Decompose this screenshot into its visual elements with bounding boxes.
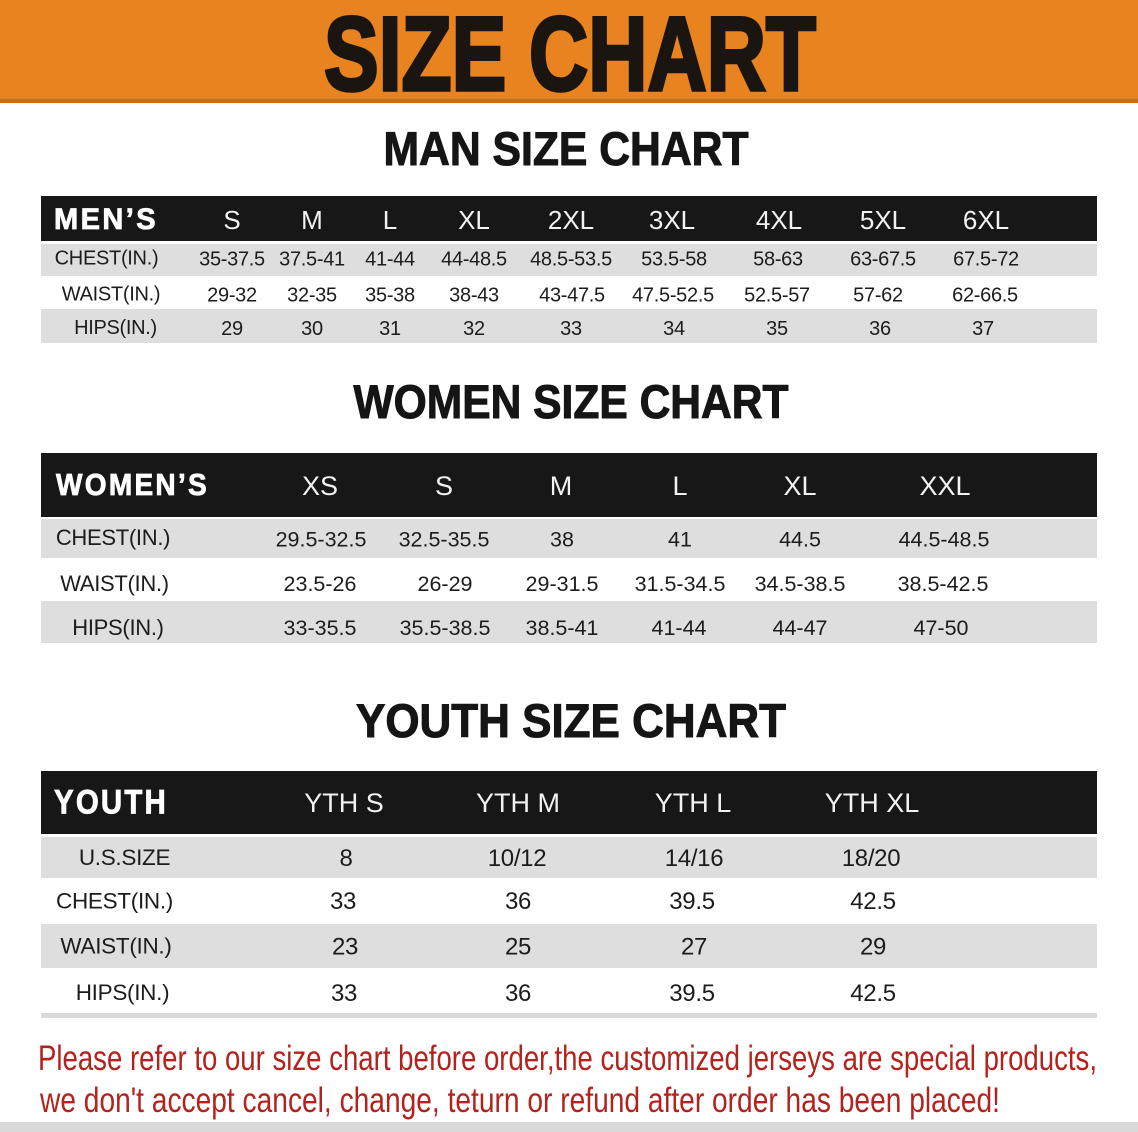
svg-text:Please refer to our size chart: Please refer to our size chart before or… <box>38 1039 1097 1078</box>
svg-text:33-35.5: 33-35.5 <box>284 616 357 640</box>
svg-text:WAIST(IN.): WAIST(IN.) <box>62 284 160 306</box>
svg-text:36: 36 <box>869 318 891 340</box>
svg-text:44-47: 44-47 <box>773 616 828 640</box>
svg-text:30: 30 <box>301 318 323 340</box>
svg-text:41-44: 41-44 <box>365 249 415 271</box>
svg-text:35: 35 <box>766 318 788 340</box>
svg-text:62-66.5: 62-66.5 <box>952 285 1018 307</box>
svg-text:23.5-26: 23.5-26 <box>284 572 357 596</box>
svg-text:L: L <box>383 205 397 235</box>
svg-text:33: 33 <box>331 980 357 1007</box>
svg-text:48.5-53.5: 48.5-53.5 <box>530 249 612 271</box>
svg-text:6XL: 6XL <box>963 205 1009 235</box>
svg-text:32: 32 <box>463 318 485 340</box>
svg-text:34: 34 <box>663 318 685 340</box>
svg-text:M: M <box>301 205 323 235</box>
svg-text:CHEST(IN.): CHEST(IN.) <box>56 525 170 550</box>
svg-text:YTH XL: YTH XL <box>825 788 920 818</box>
svg-text:47.5-52.5: 47.5-52.5 <box>632 285 714 307</box>
svg-text:HIPS(IN.): HIPS(IN.) <box>76 980 170 1005</box>
svg-text:SIZE CHART: SIZE CHART <box>324 0 816 113</box>
svg-text:39.5: 39.5 <box>669 888 715 915</box>
svg-text:WOMEN SIZE CHART: WOMEN SIZE CHART <box>354 375 789 428</box>
svg-text:34.5-38.5: 34.5-38.5 <box>755 572 846 596</box>
svg-text:29-32: 29-32 <box>207 285 257 307</box>
svg-text:25: 25 <box>505 934 531 961</box>
svg-text:41-44: 41-44 <box>652 616 707 640</box>
svg-text:MAN SIZE CHART: MAN SIZE CHART <box>384 122 749 175</box>
svg-text:39.5: 39.5 <box>669 980 715 1007</box>
svg-text:38-43: 38-43 <box>449 285 499 307</box>
svg-text:31: 31 <box>379 318 401 340</box>
svg-text:53.5-58: 53.5-58 <box>641 249 707 271</box>
svg-text:29: 29 <box>860 934 886 961</box>
svg-text:63-67.5: 63-67.5 <box>850 249 916 271</box>
svg-text:29: 29 <box>221 318 243 340</box>
svg-text:57-62: 57-62 <box>853 285 903 307</box>
svg-text:WAIST(IN.): WAIST(IN.) <box>60 934 171 959</box>
svg-text:5XL: 5XL <box>860 205 906 235</box>
svg-text:35.5-38.5: 35.5-38.5 <box>400 616 491 640</box>
svg-text:S: S <box>435 471 453 501</box>
svg-text:43-47.5: 43-47.5 <box>539 285 605 307</box>
svg-text:U.S.SIZE: U.S.SIZE <box>79 845 171 870</box>
svg-text:XL: XL <box>783 471 816 501</box>
svg-text:36: 36 <box>505 888 531 915</box>
svg-text:YTH S: YTH S <box>304 788 384 818</box>
svg-text:HIPS(IN.): HIPS(IN.) <box>72 615 163 640</box>
svg-text:42.5: 42.5 <box>850 888 896 915</box>
svg-text:CHEST(IN.): CHEST(IN.) <box>55 248 159 270</box>
svg-text:HIPS(IN.): HIPS(IN.) <box>74 317 157 339</box>
svg-text:37.5-41: 37.5-41 <box>279 249 345 271</box>
svg-text:4XL: 4XL <box>756 205 802 235</box>
svg-text:YOUTH SIZE CHART: YOUTH SIZE CHART <box>356 694 786 747</box>
svg-text:44.5-48.5: 44.5-48.5 <box>899 528 990 552</box>
svg-text:42.5: 42.5 <box>850 980 896 1007</box>
svg-text:3XL: 3XL <box>649 205 695 235</box>
svg-text:MEN’S: MEN’S <box>54 203 158 236</box>
svg-text:18/20: 18/20 <box>842 845 901 872</box>
svg-text:we don't accept cancel, change: we don't accept cancel, change, teturn o… <box>39 1081 1000 1120</box>
svg-text:CHEST(IN.): CHEST(IN.) <box>56 889 173 914</box>
svg-text:XS: XS <box>302 471 338 501</box>
svg-text:XL: XL <box>458 205 490 235</box>
svg-text:31.5-34.5: 31.5-34.5 <box>635 572 726 596</box>
svg-text:WAIST(IN.): WAIST(IN.) <box>60 571 169 596</box>
svg-text:26-29: 26-29 <box>418 572 473 596</box>
svg-text:44-48.5: 44-48.5 <box>441 249 507 271</box>
svg-text:47-50: 47-50 <box>914 616 969 640</box>
svg-text:58-63: 58-63 <box>753 249 803 271</box>
svg-text:36: 36 <box>505 980 531 1007</box>
svg-text:67.5-72: 67.5-72 <box>953 249 1019 271</box>
svg-text:38: 38 <box>550 528 574 552</box>
svg-text:L: L <box>672 471 687 501</box>
svg-text:33: 33 <box>330 888 356 915</box>
svg-text:YTH M: YTH M <box>476 788 560 818</box>
svg-text:38.5-42.5: 38.5-42.5 <box>898 572 989 596</box>
svg-text:33: 33 <box>560 318 582 340</box>
svg-text:XXL: XXL <box>919 471 970 501</box>
svg-text:52.5-57: 52.5-57 <box>744 285 810 307</box>
svg-text:44.5: 44.5 <box>779 528 821 552</box>
svg-text:32-35: 32-35 <box>287 285 337 307</box>
svg-text:35-38: 35-38 <box>365 285 415 307</box>
svg-text:YTH L: YTH L <box>655 788 732 818</box>
svg-text:S: S <box>223 205 240 235</box>
svg-text:32.5-35.5: 32.5-35.5 <box>399 528 490 552</box>
svg-text:23: 23 <box>332 934 358 961</box>
svg-text:M: M <box>550 471 573 501</box>
svg-text:37: 37 <box>972 318 994 340</box>
svg-text:29-31.5: 29-31.5 <box>526 572 599 596</box>
svg-text:29.5-32.5: 29.5-32.5 <box>276 528 367 552</box>
svg-text:41: 41 <box>668 528 692 552</box>
svg-text:38.5-41: 38.5-41 <box>526 616 599 640</box>
svg-text:YOUTH: YOUTH <box>54 784 168 822</box>
svg-text:WOMEN’S: WOMEN’S <box>56 467 209 502</box>
svg-text:35-37.5: 35-37.5 <box>199 249 265 271</box>
svg-text:10/12: 10/12 <box>488 845 547 872</box>
svg-text:2XL: 2XL <box>548 205 594 235</box>
svg-text:8: 8 <box>339 845 352 872</box>
svg-text:27: 27 <box>681 934 707 961</box>
svg-text:14/16: 14/16 <box>665 845 724 872</box>
